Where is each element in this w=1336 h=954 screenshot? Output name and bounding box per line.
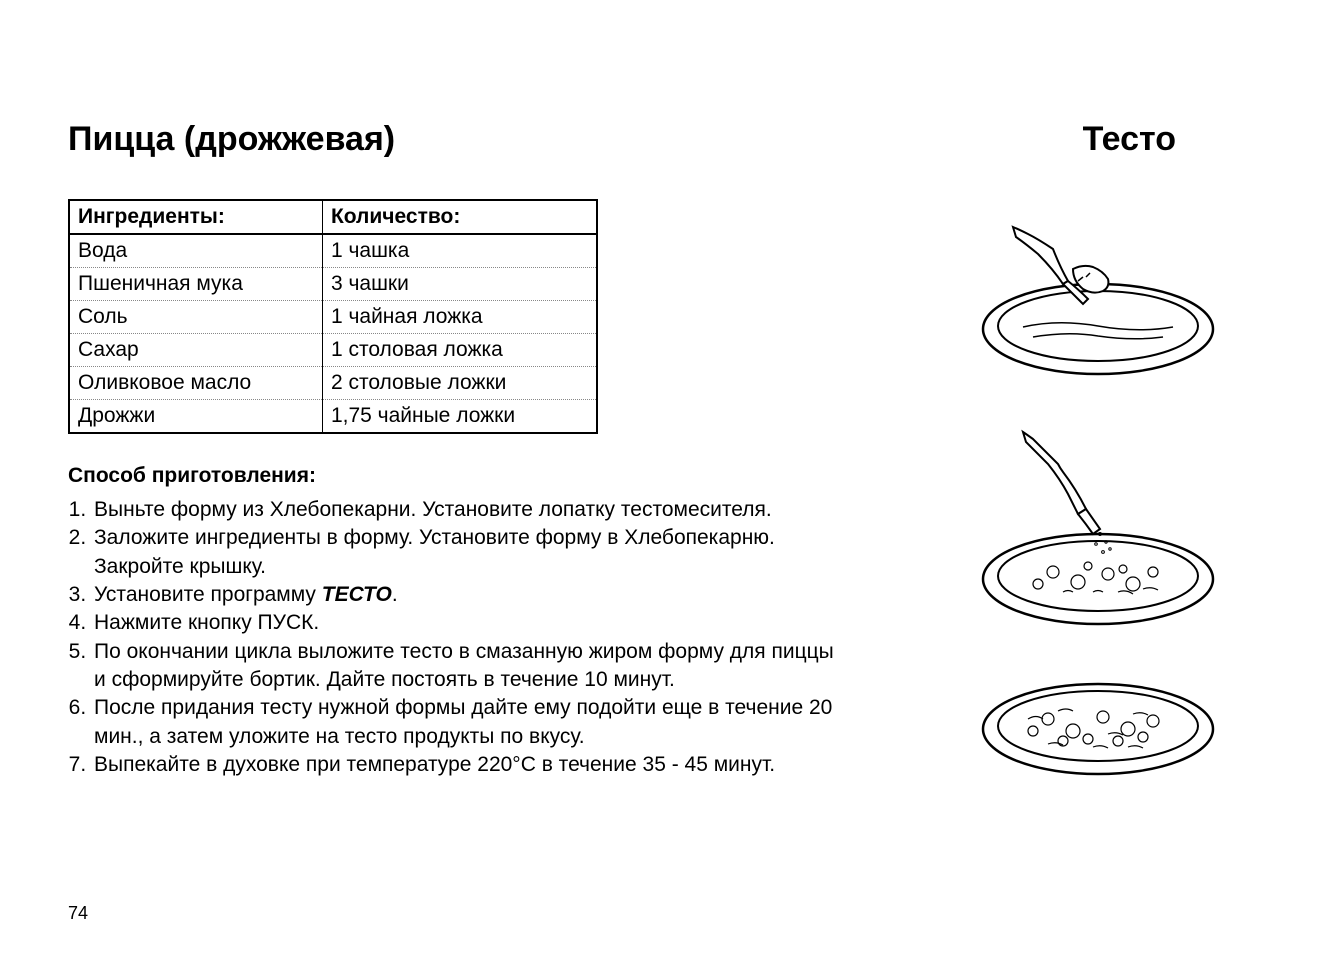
instruction-step: Нажмите кнопку ПУСК.: [92, 609, 848, 637]
ingredient-cell: Дрожжи: [69, 400, 322, 434]
ingredients-table: Ингредиенты: Количество: Вода 1 чашка Пш…: [68, 199, 598, 434]
instructions-heading: Способ приготовления:: [68, 464, 848, 488]
ingredient-cell: Соль: [69, 301, 322, 334]
instructions-list: Выньте форму из Хлебопекарни. Установите…: [68, 496, 848, 779]
instruction-step: После придания тесту нужной формы дайте …: [92, 694, 848, 751]
left-column: Ингредиенты: Количество: Вода 1 чашка Пш…: [68, 199, 848, 794]
recipe-title: Пицца (дрожжевая): [68, 120, 395, 159]
page-number: 74: [68, 903, 88, 924]
table-row: Вода 1 чашка: [69, 234, 597, 268]
instruction-step: Выпекайте в духовке при температуре 220°…: [92, 751, 848, 779]
instruction-text: Установите программу: [94, 583, 322, 606]
quantity-cell: 3 чашки: [322, 268, 597, 301]
ingredient-cell: Сахар: [69, 334, 322, 367]
header-row: Пицца (дрожжевая) Тесто: [68, 120, 1276, 159]
pizza-dough-spread-icon: [968, 209, 1228, 394]
quantity-cell: 1 чашка: [322, 234, 597, 268]
table-row: Пшеничная мука 3 чашки: [69, 268, 597, 301]
quantity-cell: 1 столовая ложка: [322, 334, 597, 367]
table-row: Соль 1 чайная ложка: [69, 301, 597, 334]
instruction-step: Установите программу ТЕСТО.: [92, 581, 848, 609]
pizza-baked-icon: [968, 669, 1228, 794]
instruction-step: Выньте форму из Хлебопекарни. Установите…: [92, 496, 848, 524]
instruction-step: По окончании цикла выложите тесто в смаз…: [92, 638, 848, 695]
table-body: Вода 1 чашка Пшеничная мука 3 чашки Соль…: [69, 234, 597, 433]
pizza-toppings-icon: [968, 424, 1228, 639]
category-label: Тесто: [1083, 120, 1276, 159]
ingredient-cell: Оливковое масло: [69, 367, 322, 400]
ingredient-cell: Пшеничная мука: [69, 268, 322, 301]
ingredient-cell: Вода: [69, 234, 322, 268]
table-row: Оливковое масло 2 столовые ложки: [69, 367, 597, 400]
quantity-cell: 1 чайная ложка: [322, 301, 597, 334]
quantity-cell: 1,75 чайные ложки: [322, 400, 597, 434]
table-row: Дрожжи 1,75 чайные ложки: [69, 400, 597, 434]
instruction-text: .: [392, 583, 398, 606]
program-name: ТЕСТО: [322, 583, 392, 606]
table-header-ingredient: Ингредиенты:: [69, 200, 322, 234]
table-row: Сахар 1 столовая ложка: [69, 334, 597, 367]
content-row: Ингредиенты: Количество: Вода 1 чашка Пш…: [68, 199, 1276, 794]
instruction-step: Заложите ингредиенты в форму. Установите…: [92, 524, 848, 581]
table-header-quantity: Количество:: [322, 200, 597, 234]
right-column: [968, 199, 1268, 794]
quantity-cell: 2 столовые ложки: [322, 367, 597, 400]
